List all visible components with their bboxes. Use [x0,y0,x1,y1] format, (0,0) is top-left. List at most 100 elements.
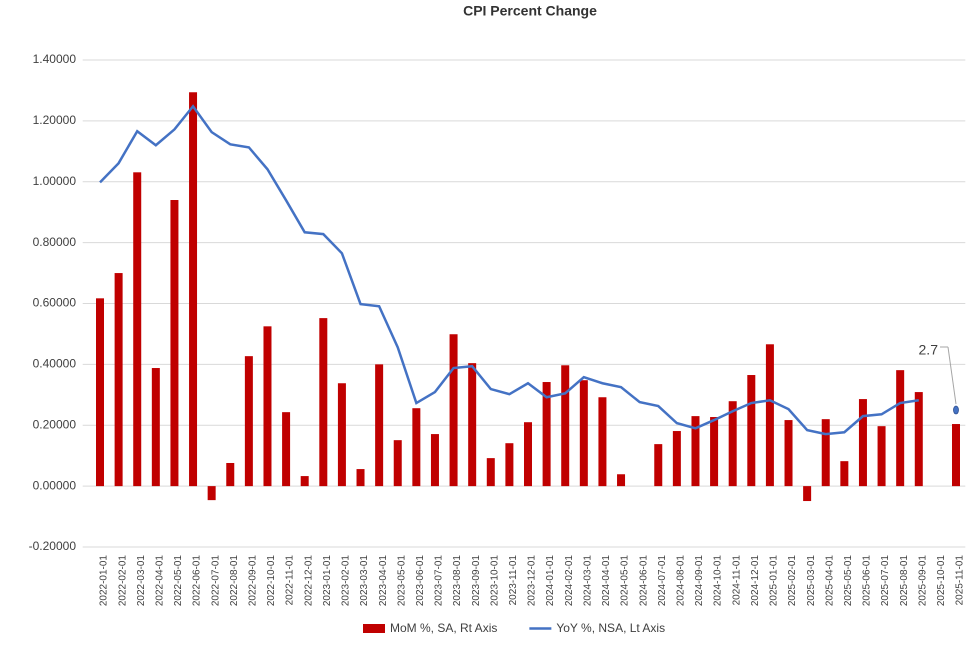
bar [579,380,588,487]
x-tick-label: 2025-04-01 [824,555,835,607]
y-tick-label: 0.00000 [33,478,77,492]
bar [468,363,477,487]
bar [133,172,142,487]
y-tick-label: 0.60000 [33,296,77,310]
bar [710,417,719,487]
annotation-leader [947,346,957,405]
x-tick-label: 2023-04-01 [378,555,389,607]
bar [691,416,700,487]
bar [337,383,346,487]
legend-label: YoY %, NSA, Lt Axis [556,621,665,635]
x-tick-label: 2024-12-01 [750,555,761,607]
y-tick-label: -0.20000 [29,539,77,553]
bar [300,476,309,487]
x-tick-label: 2025-07-01 [880,555,891,607]
bar [393,440,402,487]
bar [951,424,960,487]
x-tick-label: 2024-08-01 [676,555,687,607]
x-tick-label: 2023-01-01 [322,555,333,607]
bar [542,382,551,487]
bar [96,298,105,487]
x-tick-label: 2023-02-01 [341,555,352,607]
x-tick-label: 2024-03-01 [582,555,593,607]
x-tick-label: 2025-02-01 [787,555,798,607]
legend-swatch [363,624,385,633]
x-tick-label: 2025-10-01 [936,555,947,607]
x-tick-label: 2024-10-01 [713,555,724,607]
x-tick-label: 2024-07-01 [657,555,668,607]
x-tick-label: 2025-11-01 [955,555,966,606]
bar [486,458,495,487]
bar [840,461,849,487]
y-tick-label: 1.40000 [33,52,77,66]
x-tick-label: 2023-03-01 [359,555,370,607]
bar [505,443,514,487]
bar [114,273,123,487]
bar [282,412,291,487]
bar [412,408,421,487]
bar [672,431,681,487]
bar [858,399,867,487]
bar [189,92,198,487]
y-tick-label: 1.00000 [33,174,77,188]
bar [747,375,756,487]
bar [914,392,923,487]
x-tick-label: 2024-06-01 [638,555,649,607]
bar [598,397,607,487]
bar [151,368,160,487]
x-tick-label: 2025-06-01 [862,555,873,607]
y-tick-label: 0.40000 [33,357,77,371]
x-tick-label: 2023-07-01 [434,555,445,607]
bar [449,334,458,487]
x-tick-label: 2022-07-01 [210,555,221,607]
bar [356,469,365,487]
bar [803,486,812,502]
bar [821,419,830,487]
bar [617,474,626,487]
bar [244,356,253,487]
bar [524,422,532,487]
x-tick-label: 2022-10-01 [266,555,277,607]
x-tick-label: 2023-08-01 [452,555,463,607]
x-tick-label: 2024-01-01 [545,555,556,607]
x-tick-label: 2025-08-01 [899,555,910,607]
bar [561,365,570,487]
x-tick-label: 2023-09-01 [471,555,482,607]
bar [226,462,235,487]
bar [654,444,663,487]
x-tick-label: 2024-05-01 [620,555,631,607]
x-tick-label: 2023-11-01 [508,555,519,606]
x-tick-label: 2022-05-01 [173,555,184,607]
bar [877,426,886,487]
bar [784,420,793,487]
annotation: 2.7 [919,342,939,358]
bar [319,318,328,487]
x-tick-label: 2022-02-01 [117,555,128,607]
x-tick-label: 2022-03-01 [136,555,147,607]
x-tick-label: 2023-06-01 [415,555,426,607]
line [99,104,919,436]
x-tick-label: 2022-08-01 [229,555,240,607]
x-tick-label: 2024-09-01 [694,555,705,607]
legend-label: MoM %, SA, Rt Axis [390,621,497,635]
x-tick-label: 2023-12-01 [527,555,538,607]
point [953,405,959,415]
x-tick-label: 2023-05-01 [396,555,407,607]
bar [896,370,905,487]
x-tick-label: 2025-03-01 [806,555,817,607]
y-tick-label: 1.20000 [33,113,77,127]
y-tick-label: 0.80000 [33,235,77,249]
x-tick-label: 2024-04-01 [601,555,612,607]
bar [170,200,179,487]
y-tick-label: 0.20000 [33,417,77,431]
x-tick-label: 2022-06-01 [192,555,203,607]
x-tick-label: 2024-11-01 [731,555,742,606]
bar [375,364,384,487]
x-tick-label: 2022-09-01 [248,555,259,607]
x-tick-label: 2022-01-01 [99,555,110,607]
x-tick-label: 2022-04-01 [154,555,165,607]
x-tick-label: 2024-02-01 [564,555,575,607]
bar [430,434,439,487]
x-tick-label: 2025-01-01 [769,555,780,607]
